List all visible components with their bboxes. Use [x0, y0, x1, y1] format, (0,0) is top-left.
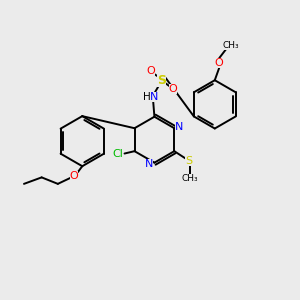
Text: CH₃: CH₃ [182, 174, 198, 183]
Text: CH₃: CH₃ [223, 41, 239, 50]
Text: O: O [169, 84, 177, 94]
Text: N: N [175, 122, 184, 132]
Text: O: O [215, 58, 224, 68]
Text: N: N [150, 92, 159, 102]
Text: O: O [70, 171, 78, 181]
Text: Cl: Cl [112, 148, 124, 158]
Text: O: O [146, 66, 155, 76]
Text: S: S [185, 156, 192, 166]
Text: N: N [145, 159, 153, 169]
Text: H: H [142, 92, 150, 102]
Text: S: S [157, 74, 166, 87]
